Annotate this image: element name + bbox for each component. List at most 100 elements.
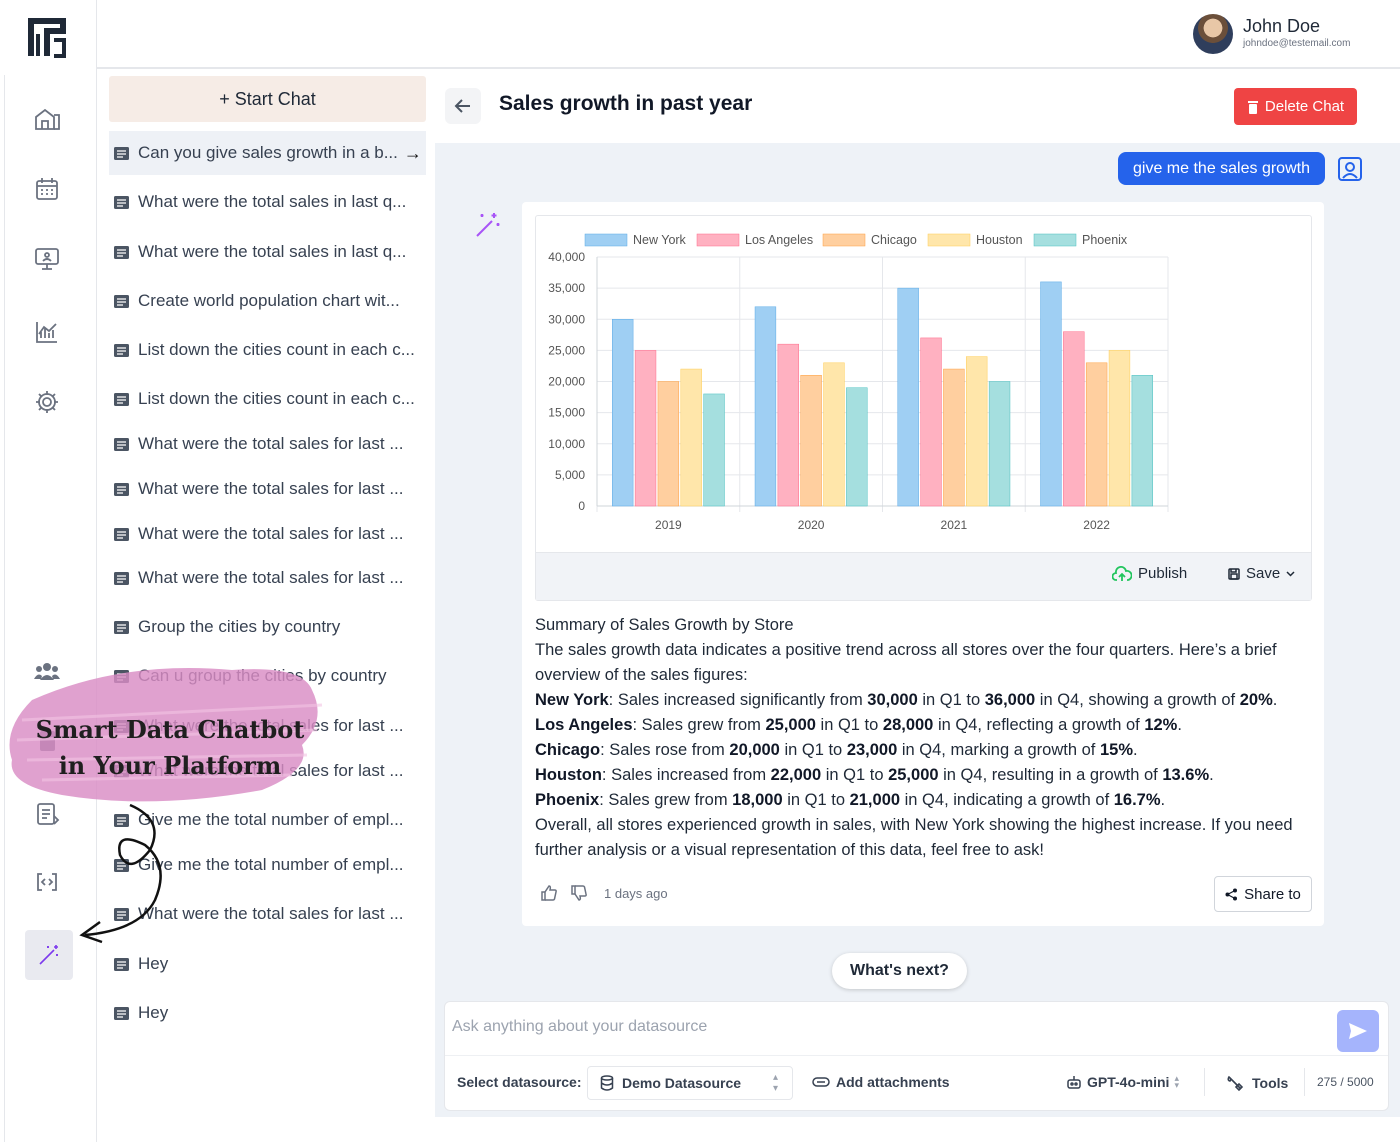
start-chat-button[interactable]: + Start Chat — [109, 76, 426, 122]
add-attachments-button[interactable]: Add attachments — [812, 1074, 950, 1090]
bar — [1131, 375, 1153, 507]
chat-history-label: Hey — [138, 954, 169, 973]
save-button[interactable]: Save — [1228, 565, 1295, 582]
cloud-upload-icon — [1112, 565, 1132, 581]
chat-history-label: Create world population chart wit... — [138, 291, 400, 310]
chat-history-item[interactable]: What were the total sales in last q... — [109, 180, 426, 224]
chat-history-item[interactable]: What were the total sales for last ... — [109, 467, 426, 511]
summary-figure: 21,000 — [849, 791, 901, 809]
chat-history-label: Give me the total number of empl... — [138, 855, 404, 874]
legend-label: Houston — [976, 233, 1023, 247]
publish-label: Publish — [1138, 565, 1188, 582]
summary-text: . — [1209, 766, 1214, 784]
report-icon[interactable] — [28, 795, 66, 833]
chat-list-icon — [114, 1006, 129, 1020]
chat-history-item[interactable]: List down the cities count in each c... — [109, 328, 426, 372]
message-timestamp: 1 days ago — [604, 885, 668, 901]
summary-lines: New York: Sales increased significantly … — [535, 688, 1305, 813]
share-button[interactable]: Share to — [1214, 876, 1312, 912]
legend-label: New York — [633, 233, 687, 247]
monitor-icon[interactable] — [28, 240, 66, 278]
chat-history-item[interactable]: What were the total sales for last ... — [109, 556, 426, 600]
whats-next-button[interactable]: What's next? — [832, 953, 967, 989]
chat-history-item[interactable]: Create world population chart wit... — [109, 279, 426, 323]
chat-history-item[interactable]: Hey — [109, 942, 426, 986]
y-tick-label: 20,000 — [548, 375, 585, 389]
bar — [657, 381, 680, 507]
promo-headline: Smart Data Chatbot in Your Platform — [20, 712, 320, 784]
thumbs-down-icon[interactable] — [570, 884, 588, 902]
summary-figure: 12% — [1144, 716, 1178, 734]
chat-history-item[interactable]: Can you give sales growth in a b... → — [109, 131, 426, 175]
summary-line: Houston: Sales increased from 22,000 in … — [535, 763, 1305, 788]
summary-figure: 20% — [1239, 691, 1273, 709]
trash-icon — [1247, 100, 1258, 114]
chat-history-item[interactable]: What were the total sales for last ... — [109, 422, 426, 466]
back-button[interactable] — [445, 88, 481, 124]
chat-history-item[interactable]: What were the total sales for last ... — [109, 892, 426, 936]
chat-history-item[interactable]: Give me the total number of empl... — [109, 798, 426, 842]
code-icon[interactable] — [28, 863, 66, 901]
delete-chat-button[interactable]: Delete Chat — [1234, 88, 1357, 125]
floppy-icon — [1228, 567, 1240, 580]
legend-label: Los Angeles — [745, 233, 813, 247]
publish-button[interactable]: Publish — [1112, 565, 1187, 582]
user-name: John Doe — [1243, 16, 1321, 36]
home-icon[interactable] — [28, 100, 66, 138]
summary-text: in Q1 to — [821, 766, 889, 784]
chat-history-item[interactable]: What were the total sales in last q... — [109, 230, 426, 274]
summary-figure: 25,000 — [765, 716, 816, 734]
model-select[interactable]: GPT-4o-mini ▴ ▾ — [1066, 1074, 1179, 1090]
summary-text: in Q4, resulting in a growth of — [938, 766, 1163, 784]
chat-history-item[interactable]: Group the cities by country — [109, 605, 426, 649]
ai-chat-nav-active[interactable] — [25, 930, 73, 980]
composer-separator — [1204, 1068, 1205, 1096]
users-icon[interactable] — [28, 652, 66, 690]
chat-history-label: What were the total sales for last ... — [138, 434, 404, 453]
tools-button[interactable]: Tools — [1226, 1074, 1288, 1092]
legend-swatch — [696, 233, 740, 247]
prompt-input[interactable] — [452, 1012, 1332, 1042]
logo-icon[interactable] — [24, 14, 70, 60]
chat-history-item[interactable]: What were the total sales for last ... — [109, 512, 426, 556]
chat-history-item[interactable]: List down the cities count in each c... — [109, 377, 426, 421]
x-tick-label: 2021 — [941, 518, 968, 532]
chat-list-icon — [114, 482, 129, 496]
y-tick-label: 35,000 — [548, 281, 585, 295]
avatar[interactable] — [1193, 14, 1233, 54]
chart-toolbar — [536, 552, 1311, 600]
summary-text: in Q1 to — [779, 741, 847, 759]
bar — [777, 343, 799, 507]
send-button[interactable] — [1337, 1010, 1379, 1052]
summary-text: : Sales grew from — [599, 791, 733, 809]
send-icon — [1349, 1023, 1367, 1039]
legend-swatch — [927, 233, 971, 247]
datasource-label: Select datasource: — [457, 1074, 582, 1090]
share-icon — [1225, 888, 1238, 900]
chat-history-label: What were the total sales for last ... — [138, 904, 404, 923]
chevron-down-icon — [1286, 570, 1295, 577]
bar — [943, 368, 965, 507]
calendar-icon[interactable] — [28, 170, 66, 208]
chat-list-icon — [114, 437, 129, 451]
promo-brush-stroke — [9, 668, 323, 802]
summary-city: Houston — [535, 766, 602, 784]
analytics-icon[interactable] — [28, 313, 66, 351]
datasource-select[interactable]: Demo Datasource ▴ ▾ — [587, 1066, 793, 1100]
summary-intro: The sales growth data indicates a positi… — [535, 641, 1277, 684]
chat-history-item[interactable]: Hey — [109, 991, 426, 1035]
rail-divider — [96, 0, 97, 1142]
bar — [703, 393, 725, 507]
chat-list-icon — [114, 907, 129, 921]
gear-icon[interactable] — [28, 383, 66, 421]
header-divider — [97, 67, 1400, 69]
magic-wand-icon — [39, 945, 58, 965]
model-value: GPT-4o-mini — [1087, 1074, 1170, 1090]
summary-text: in Q4, reflecting a growth of — [933, 716, 1145, 734]
x-tick-label: 2020 — [798, 518, 825, 532]
thumbs-up-icon[interactable] — [540, 884, 558, 902]
chat-history-label: What were the total sales for last ... — [138, 524, 404, 543]
legend-swatch — [822, 233, 866, 247]
chat-list-icon — [114, 527, 129, 541]
